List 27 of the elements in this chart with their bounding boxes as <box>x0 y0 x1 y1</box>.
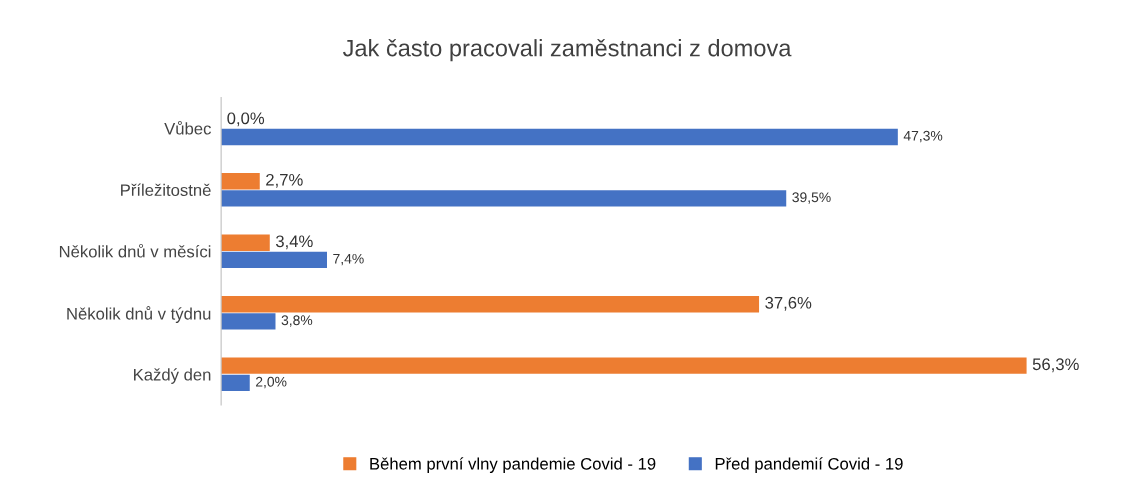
data-label: 0,0% <box>227 112 265 127</box>
y-tick-label: Vůbec <box>164 120 211 135</box>
chart-title: Jak často pracovali zaměstnanci z domova <box>342 39 792 62</box>
y-tick-label: Několik dnů v měsíci <box>59 243 211 258</box>
data-label: 39,5% <box>792 192 831 204</box>
data-label: 37,6% <box>765 296 812 311</box>
bar <box>221 234 270 251</box>
bar <box>221 128 898 146</box>
bar <box>221 313 276 330</box>
bar <box>221 374 250 392</box>
bar <box>221 296 760 313</box>
y-tick-label: Příležitostně <box>121 183 211 197</box>
data-label: 7,4% <box>333 253 364 266</box>
legend-label: Před pandemií Covid - 19 <box>715 457 903 473</box>
data-label: 2,0% <box>256 376 287 389</box>
bar <box>221 251 327 269</box>
bar <box>221 173 260 190</box>
y-tick-label: Několik dnů v týdnu <box>67 306 211 323</box>
data-label: 56,3% <box>1032 358 1079 373</box>
bar <box>221 190 787 207</box>
data-label: 47,3% <box>903 130 943 143</box>
legend-label: Během první vlny pandemie Covid - 19 <box>370 457 656 473</box>
data-label: 3,4% <box>275 235 313 250</box>
y-tick-label: Každý den <box>134 368 211 384</box>
data-label: 3,8% <box>281 315 313 327</box>
bar <box>221 357 1027 374</box>
data-label: 2,7% <box>266 173 303 188</box>
